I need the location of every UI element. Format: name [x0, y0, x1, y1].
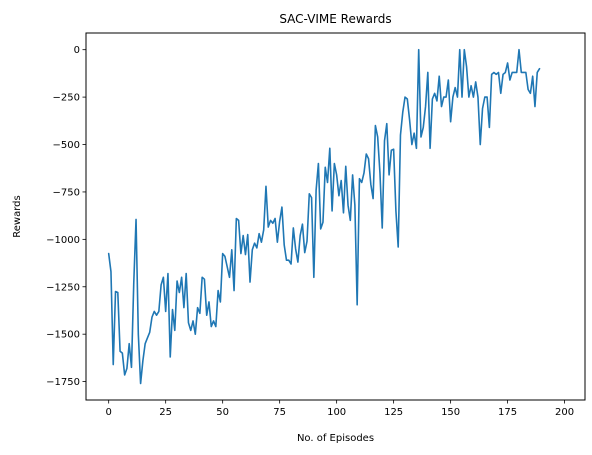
x-axis: 0 25 50 75 100 125 150 175 200	[105, 400, 574, 418]
y-tick-label: −1000	[46, 235, 80, 246]
y-tick-label: −1500	[46, 330, 80, 341]
x-tick-label: 100	[327, 407, 346, 418]
x-tick-label: 50	[216, 407, 229, 418]
plot-frame	[85, 32, 586, 401]
x-tick-label: 0	[105, 407, 111, 418]
y-tick-label: 0	[74, 45, 80, 56]
y-tick-label: −1250	[46, 282, 80, 293]
y-axis: 0 −250 −500 −750 −1000 −1250 −1500 −1750	[46, 45, 86, 388]
y-tick-label: −750	[53, 187, 80, 198]
plot-area: 0 25 50 75 100 125 150 175 200 0 −250 −500 −750 −100…	[46, 32, 586, 418]
y-tick-label: −1750	[46, 377, 80, 388]
y-tick-label: −500	[53, 140, 80, 151]
x-tick-label: 175	[498, 407, 517, 418]
x-tick-label: 25	[159, 407, 172, 418]
x-tick-label: 200	[555, 407, 574, 418]
y-axis-label: Rewards	[12, 195, 23, 237]
x-tick-label: 125	[384, 407, 403, 418]
x-axis-label: No. of Episodes	[297, 433, 374, 444]
x-tick-label: 75	[273, 407, 286, 418]
chart-title: SAC-VIME Rewards	[279, 12, 391, 26]
x-tick-label: 150	[441, 407, 460, 418]
rewards-series-line	[107, 48, 541, 385]
y-tick-label: −250	[53, 93, 80, 104]
